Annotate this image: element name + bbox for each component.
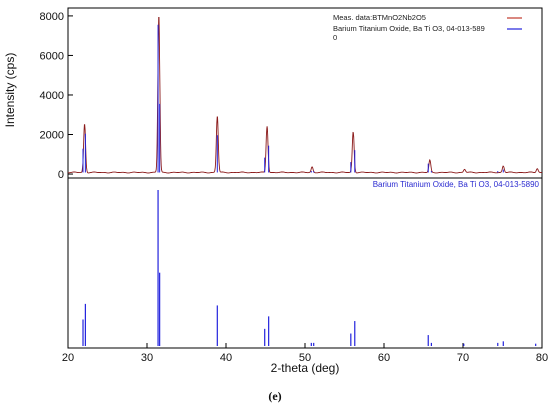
y-tick-label: 6000 <box>40 50 64 62</box>
measured-pattern-line <box>68 17 543 174</box>
legend-label-measured: Meas. data:BTMnO2Nb2O5 <box>333 13 426 22</box>
y-tick-label: 0 <box>58 169 64 181</box>
lower-plot-frame <box>67 177 543 349</box>
x-tick-label: 80 <box>536 352 548 364</box>
x-axis-title: 2-theta (deg) <box>271 361 340 375</box>
x-tick-label: 60 <box>378 352 390 364</box>
y-tick-label: 8000 <box>40 11 64 23</box>
y-axis: 0 2000 4000 6000 8000 <box>40 11 73 181</box>
x-axis: 20 30 40 50 60 70 80 <box>62 343 548 364</box>
x-tick-label: 70 <box>457 352 469 364</box>
x-tick-label: 40 <box>220 352 232 364</box>
figure-caption: (e) <box>268 389 281 403</box>
series-group <box>68 17 543 174</box>
x-tick-label: 30 <box>141 352 153 364</box>
legend-label-reference: Barium Titanium Oxide, Ba Ti O3, 04-013-… <box>333 24 485 33</box>
x-tick-label: 50 <box>299 352 311 364</box>
reference-pattern-label: Barium Titanium Oxide, Ba Ti O3, 04-013-… <box>373 180 540 189</box>
legend: Meas. data:BTMnO2Nb2O5 Barium Titanium O… <box>333 13 522 42</box>
legend-label-reference-cont: 0 <box>333 33 337 42</box>
reference-sticks <box>82 190 537 346</box>
x-tick-label: 20 <box>62 352 74 364</box>
upper-plot-frame <box>67 7 543 179</box>
y-axis-title: Intensity (cps) <box>3 53 17 128</box>
y-tick-label: 4000 <box>40 90 64 102</box>
y-tick-label: 2000 <box>40 130 64 142</box>
